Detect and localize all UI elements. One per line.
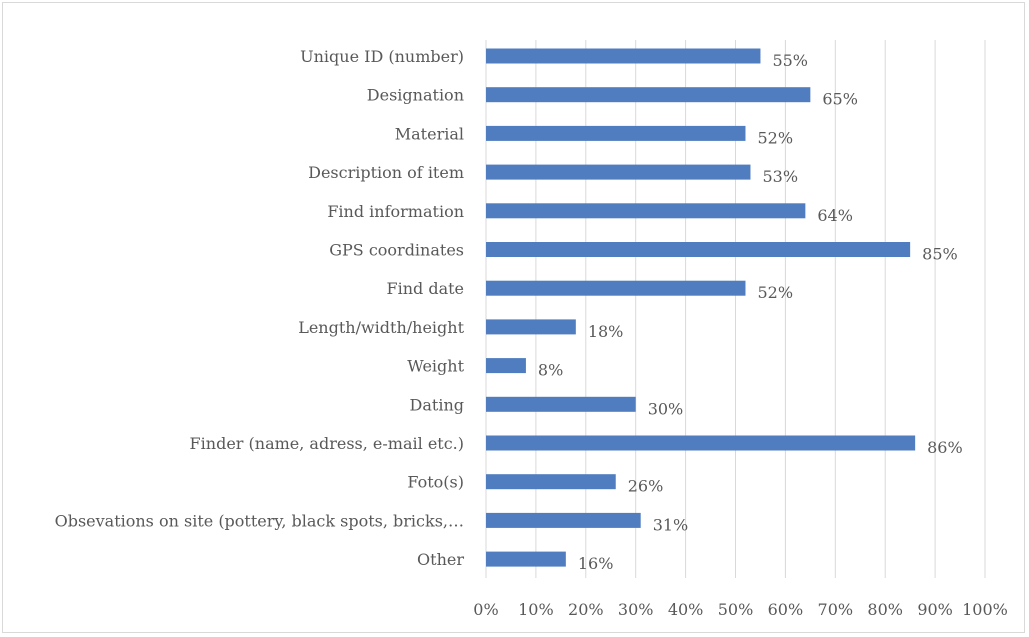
category-label: Description of item	[308, 163, 464, 182]
x-tick-label: 40%	[668, 600, 704, 619]
category-label: Designation	[367, 86, 464, 105]
data-labels: 55% 65% 52% 53% 64% 85% 52% 18% 8% 30% 86% 26% 31% 16…	[538, 51, 963, 573]
bar	[486, 551, 566, 567]
category-label: Dating	[410, 395, 464, 414]
bar	[486, 242, 911, 257]
category-label: Weight	[407, 357, 464, 376]
category-label: Finder (name, adress, e-mail etc.)	[190, 434, 464, 453]
category-label: Unique ID (number)	[300, 47, 464, 66]
category-label: Obsevations on site (pottery, black spot…	[55, 511, 464, 530]
data-label: 26%	[628, 477, 664, 496]
data-label: 85%	[922, 245, 958, 264]
bar	[486, 396, 636, 412]
data-label: 52%	[757, 283, 793, 302]
category-label: GPS coordinates	[329, 241, 464, 260]
x-tick-label: 70%	[818, 600, 854, 619]
bar	[486, 358, 526, 374]
bar	[486, 319, 576, 335]
data-label: 16%	[578, 554, 614, 573]
x-tick-label: 20%	[568, 600, 604, 619]
bar	[486, 474, 616, 490]
data-label: 8%	[538, 361, 563, 380]
category-label: Foto(s)	[407, 473, 464, 492]
category-label: Find date	[386, 279, 464, 298]
bar	[486, 87, 811, 103]
data-label: 55%	[772, 51, 808, 70]
data-label: 64%	[817, 206, 853, 225]
x-tick-label: 60%	[768, 600, 804, 619]
bar	[486, 48, 761, 64]
x-tick-label: 50%	[718, 600, 754, 619]
bar	[486, 164, 751, 180]
bar	[486, 512, 641, 528]
x-tick-label: 0%	[473, 600, 498, 619]
category-label: Material	[395, 124, 464, 143]
category-label: Other	[417, 550, 464, 569]
x-tick-label: 10%	[518, 600, 554, 619]
data-label: 86%	[927, 438, 963, 457]
x-tick-label: 30%	[618, 600, 654, 619]
x-tick-label: 80%	[867, 600, 903, 619]
x-tick-label: 100%	[962, 600, 1008, 619]
category-label: Find information	[327, 202, 464, 221]
category-label: Length/width/height	[298, 318, 464, 337]
data-label: 65%	[822, 90, 858, 109]
data-label: 30%	[648, 399, 684, 418]
data-label: 18%	[588, 322, 624, 341]
data-label: 52%	[757, 128, 793, 147]
bar	[486, 280, 746, 296]
bar	[486, 125, 746, 141]
data-label: 53%	[762, 167, 798, 186]
x-tick-label: 90%	[917, 600, 953, 619]
gridlines	[485, 40, 986, 578]
data-label: 31%	[653, 515, 689, 534]
bar	[486, 435, 916, 451]
x-axis-tick-labels: 0% 10% 20% 30% 40% 50% 60% 70% 80% 90% 100%	[473, 600, 1008, 619]
bars	[486, 48, 916, 567]
category-labels: Unique ID (number) Designation Material Des…	[55, 47, 465, 569]
bar	[486, 203, 806, 219]
